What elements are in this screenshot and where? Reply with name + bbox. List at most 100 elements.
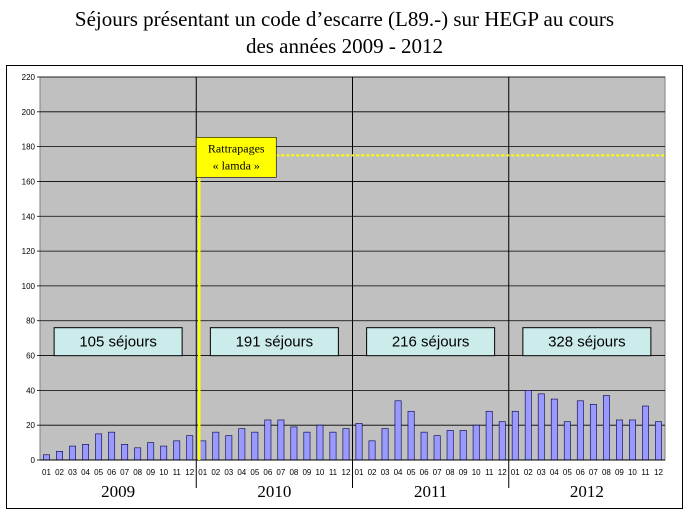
annotation-line-1: Rattrapages [208, 141, 265, 155]
bar-2009-03 [69, 445, 76, 461]
bar-2009-07 [121, 444, 129, 461]
x-tick-label-2011-06: 06 [420, 468, 429, 477]
bar-2012-10 [629, 419, 636, 461]
bar-2009-11 [173, 440, 181, 461]
year-label-2012: 2012 [570, 482, 604, 501]
bar-2011-04 [394, 400, 402, 461]
x-tick-label-2011-10: 10 [472, 468, 481, 477]
x-tick-label-2011-09: 09 [459, 468, 468, 477]
total-box-2010 [209, 327, 339, 357]
x-tick-label-2012-05: 05 [563, 468, 572, 477]
x-tick-label-2011-04: 04 [394, 468, 403, 477]
y-tick-label-160: 160 [22, 177, 36, 186]
x-tick-label-2012-12: 12 [654, 468, 663, 477]
x-tick-label-2010-01: 01 [198, 468, 207, 477]
bar-2009-01 [43, 454, 50, 461]
x-tick-label-2010-10: 10 [315, 468, 324, 477]
x-tick-label-2009-07: 07 [120, 468, 129, 477]
bar-2009-08 [134, 447, 142, 461]
bar-2009-02 [56, 450, 63, 461]
bar-2012-12 [655, 421, 662, 461]
x-tick-label-2010-05: 05 [250, 468, 259, 477]
chart-title-line-1: Séjours présentant un code d’escarre (L8… [74, 7, 615, 31]
y-tick-label-120: 120 [22, 247, 36, 256]
x-tick-label-2012-10: 10 [628, 468, 637, 477]
x-tick-label-2011-03: 03 [381, 468, 390, 477]
x-tick-label-2009-10: 10 [159, 468, 168, 477]
bar-2011-03 [381, 428, 389, 461]
year-label-2010: 2010 [257, 482, 291, 501]
bar-2009-12 [186, 435, 194, 461]
bar-2011-06 [420, 431, 428, 461]
bar-2011-02 [368, 440, 376, 461]
bar-2011-12 [498, 421, 506, 461]
bar-2009-04 [82, 444, 89, 461]
bar-2010-11 [329, 431, 337, 461]
bar-2011-08 [446, 430, 454, 461]
x-tick-label-2011-02: 02 [368, 468, 377, 477]
x-tick-label-2011-01: 01 [355, 468, 364, 477]
chart-title-line-2: des années 2009 - 2012 [245, 34, 444, 58]
x-tick-label-2012-04: 04 [550, 468, 559, 477]
year-label-2011: 2011 [414, 482, 447, 501]
annotation-box [195, 137, 277, 178]
bar-2010-01 [199, 440, 207, 461]
x-tick-label-2012-01: 01 [511, 468, 520, 477]
bar-2010-12 [342, 428, 350, 461]
total-label-2010: 191 séjours [236, 334, 314, 351]
y-tick-label-180: 180 [22, 143, 36, 152]
x-tick-label-2012-02: 02 [524, 468, 533, 477]
x-tick-label-2009-05: 05 [94, 468, 103, 477]
x-tick-label-2011-07: 07 [433, 468, 442, 477]
bar-2010-05 [251, 431, 259, 461]
bar-2009-09 [147, 442, 155, 461]
x-tick-label-2011-05: 05 [407, 468, 416, 477]
y-tick-label-220: 220 [22, 73, 36, 82]
bar-2012-09 [616, 419, 623, 461]
x-tick-label-2009-08: 08 [133, 468, 142, 477]
total-box-2012 [522, 327, 652, 357]
bar-2012-05 [563, 421, 571, 461]
total-box-2011 [366, 327, 496, 357]
x-tick-label-2012-09: 09 [615, 468, 624, 477]
bar-2010-09 [303, 431, 311, 461]
y-tick-label-140: 140 [22, 212, 36, 221]
x-tick-label-2012-08: 08 [602, 468, 611, 477]
bar-2012-02 [524, 390, 532, 461]
bar-2010-08 [290, 426, 298, 461]
bar-2010-02 [212, 431, 220, 461]
y-tick-label-0: 0 [31, 456, 36, 465]
annotation-line-2: « lamda » [213, 158, 260, 172]
x-tick-label-2010-12: 12 [342, 468, 351, 477]
bar-2010-07 [277, 419, 285, 461]
bar-2011-10 [472, 424, 480, 461]
x-tick-label-2010-11: 11 [329, 468, 338, 477]
x-tick-label-2011-08: 08 [446, 468, 455, 477]
x-tick-label-2009-09: 09 [146, 468, 155, 477]
x-tick-label-2009-11: 11 [173, 468, 182, 477]
y-tick-label-20: 20 [26, 421, 35, 430]
y-tick-label-40: 40 [26, 386, 35, 395]
x-tick-label-2010-02: 02 [211, 468, 220, 477]
total-label-2012: 328 séjours [548, 334, 626, 351]
x-tick-label-2010-09: 09 [302, 468, 311, 477]
bar-2012-11 [642, 405, 649, 461]
bar-2010-06 [264, 419, 272, 461]
bar-2009-10 [160, 445, 168, 461]
bar-2012-08 [602, 395, 610, 461]
y-tick-label-100: 100 [22, 282, 36, 291]
y-tick-label-80: 80 [26, 317, 35, 326]
year-label-2009: 2009 [101, 482, 135, 501]
bar-2012-06 [576, 400, 584, 461]
x-tick-label-2010-04: 04 [237, 468, 246, 477]
x-tick-label-2012-07: 07 [589, 468, 598, 477]
bar-2011-01 [355, 423, 363, 461]
bar-2011-07 [433, 435, 441, 461]
x-tick-label-2010-07: 07 [276, 468, 285, 477]
bar-2011-05 [407, 410, 415, 461]
total-label-2011: 216 séjours [392, 334, 470, 351]
x-tick-label-2012-03: 03 [537, 468, 546, 477]
x-tick-label-2011-12: 12 [498, 468, 507, 477]
x-tick-label-2009-06: 06 [107, 468, 116, 477]
